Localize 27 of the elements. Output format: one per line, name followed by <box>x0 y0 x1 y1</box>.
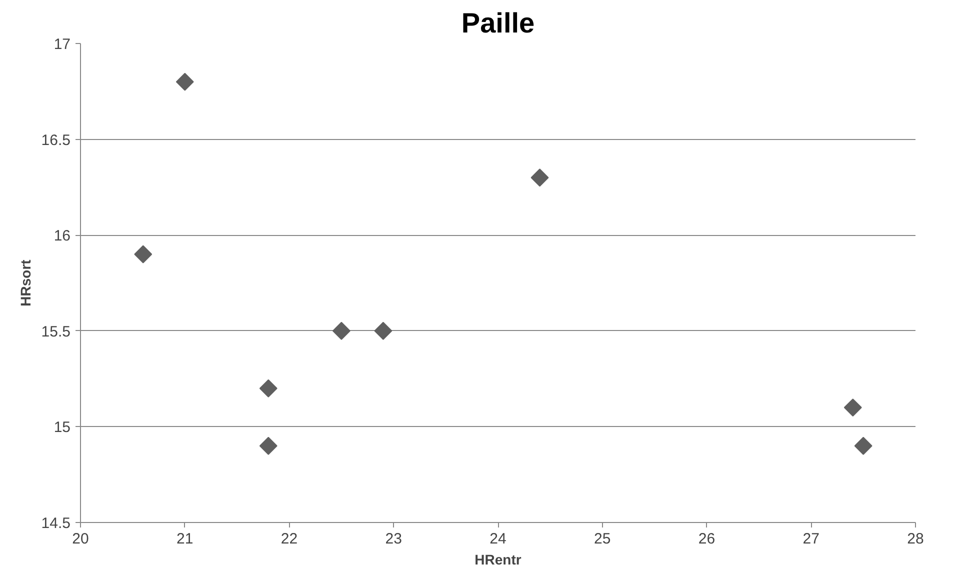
y-axis-title: HRsort <box>17 259 34 306</box>
point <box>530 168 549 187</box>
x-tick-label: 24 <box>490 530 506 548</box>
x-axis-title: HRentr <box>474 552 522 568</box>
chart-title: Paille <box>461 8 535 38</box>
point <box>259 379 278 398</box>
point <box>176 72 194 91</box>
y-tick-label: 16 <box>54 228 71 245</box>
point <box>374 322 392 340</box>
y-tick-label: 17 <box>54 36 71 53</box>
x-tick-label: 22 <box>280 530 298 548</box>
x-tick-label: 20 <box>72 530 89 548</box>
x-tick-label: 23 <box>385 530 402 548</box>
x-tick-label: 25 <box>594 530 611 548</box>
y-tick-label: 16.5 <box>41 132 71 149</box>
x-tick-label: 26 <box>698 530 716 548</box>
y-tick-label: 15.5 <box>41 323 71 340</box>
point <box>844 398 862 417</box>
point <box>134 245 152 264</box>
point <box>332 322 350 340</box>
x-tick-label: 27 <box>802 530 820 548</box>
point <box>854 436 872 455</box>
y-tick-label: 14.5 <box>41 515 71 532</box>
x-tick-label: 28 <box>907 530 924 548</box>
point <box>259 436 278 455</box>
x-tick-label: 21 <box>176 530 194 548</box>
y-tick-label: 15 <box>54 419 71 436</box>
